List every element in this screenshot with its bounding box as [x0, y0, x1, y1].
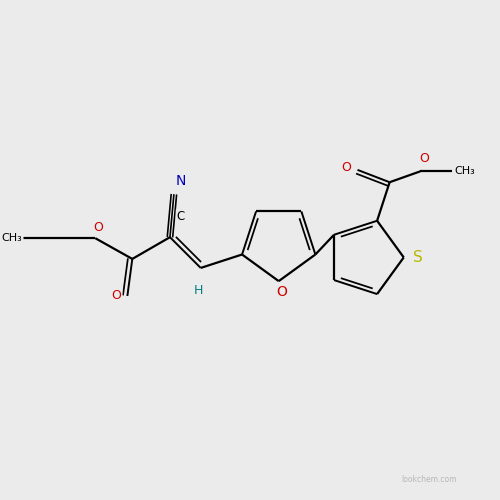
Text: CH₃: CH₃ [2, 233, 22, 243]
Text: O: O [342, 161, 351, 174]
Text: lookchem.com: lookchem.com [402, 476, 457, 484]
Text: O: O [419, 152, 428, 166]
Text: C: C [176, 210, 185, 223]
Text: O: O [276, 285, 286, 299]
Text: O: O [112, 290, 122, 302]
Text: O: O [93, 221, 102, 234]
Text: N: N [176, 174, 186, 188]
Text: H: H [194, 284, 203, 296]
Text: CH₃: CH₃ [454, 166, 475, 176]
Text: S: S [412, 250, 422, 265]
